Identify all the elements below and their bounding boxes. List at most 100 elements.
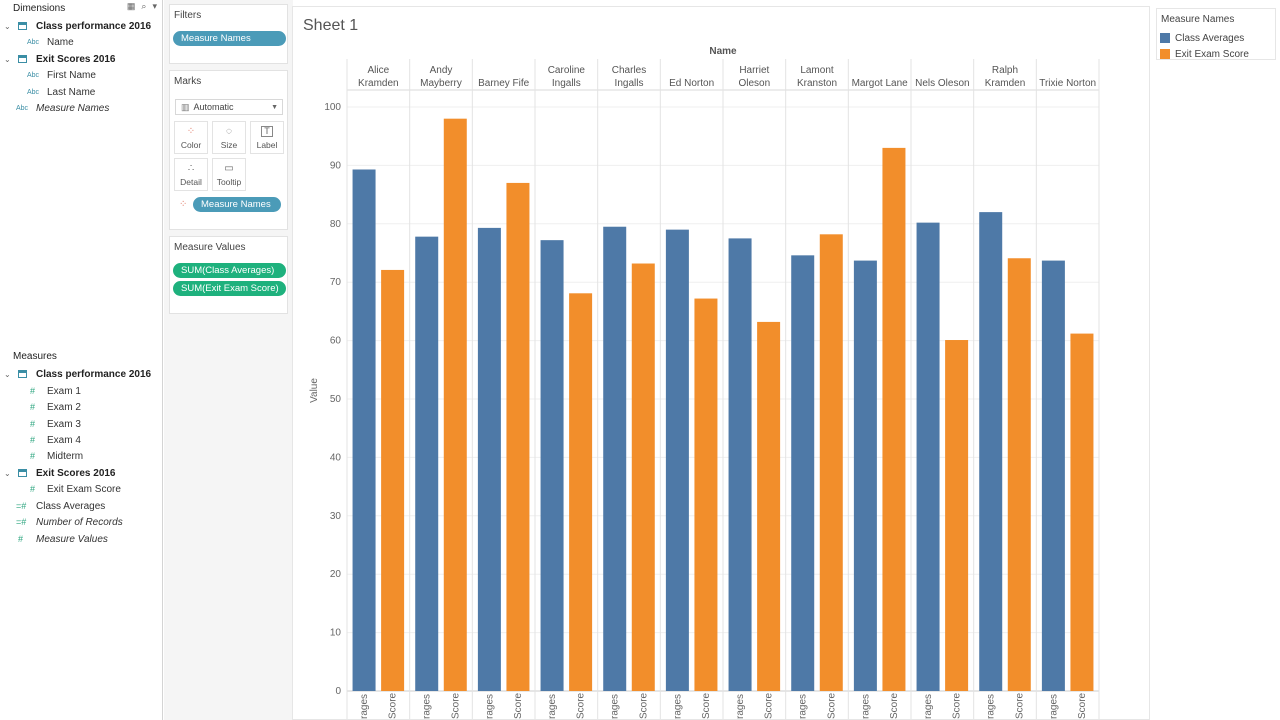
bar-exit-exam-score [506, 182, 530, 692]
dimensions-title: Dimensions [13, 2, 66, 14]
measure-field-exam-1[interactable]: # Exam 1 [30, 385, 81, 397]
dimension-datasource-class-performance[interactable]: ⌄ Class performance 2016 [4, 20, 152, 32]
legend-item-exit-exam-score[interactable]: Exit Exam Score [1160, 48, 1249, 60]
column-header-label: Ed Norton [669, 78, 714, 89]
y-axis-label: Value [309, 378, 320, 403]
marks-detail-button[interactable]: ∴ Detail [174, 158, 208, 191]
bar-class-averages [728, 238, 752, 691]
column-header-label: Oleson [738, 78, 770, 89]
color-pill-measure-names[interactable]: Measure Names [193, 197, 281, 212]
bar-exit-exam-score [819, 234, 843, 691]
filter-pill-measure-names[interactable]: Measure Names [173, 31, 286, 46]
measure-datasource-class-performance[interactable]: ⌄ Class performance 2016 [4, 368, 152, 380]
collapse-caret-icon[interactable]: ⌄ [4, 369, 11, 379]
bar-class-averages [540, 240, 564, 692]
datasource-icon [18, 469, 27, 477]
bar-class-averages [352, 169, 376, 691]
measure-field-exam-3[interactable]: # Exam 3 [30, 418, 81, 430]
column-header-label: Lamont [800, 65, 834, 76]
bar-axis-label: Score [638, 692, 649, 719]
dimension-field-measure-names[interactable]: Abc Measure Names [16, 102, 110, 114]
column-header-label: Margot Lane [852, 78, 909, 89]
datasource-icon [18, 22, 27, 30]
marks-title: Marks [174, 76, 202, 87]
measure-field-class-averages[interactable]: =# Class Averages [16, 500, 106, 512]
chevron-down-icon: ▼ [271, 103, 278, 111]
bar-class-averages [415, 236, 439, 691]
bar-axis-label: Score [388, 692, 399, 719]
column-header-label: Ingalls [552, 78, 581, 89]
bar-class-averages [853, 260, 877, 691]
bar-exit-exam-score [945, 340, 969, 691]
bar-axis-label: Score [952, 692, 963, 719]
y-tick-label: 20 [330, 569, 342, 580]
bar-axis-label: rages [610, 694, 621, 719]
column-header-label: Kranston [797, 78, 837, 89]
measure-datasource-exit-scores[interactable]: ⌄ Exit Scores 2016 [4, 467, 116, 479]
bar-axis-label: rages [860, 694, 871, 719]
pill-sum-exit-exam-score[interactable]: SUM(Exit Exam Score) [173, 281, 286, 296]
measure-field-exam-2[interactable]: # Exam 2 [30, 401, 81, 413]
string-abc-icon: Abc [16, 104, 29, 112]
y-tick-label: 0 [335, 686, 341, 697]
sheet-title: Sheet 1 [303, 17, 359, 34]
bar-axis-label: rages [422, 694, 433, 719]
number-hash-icon: # [30, 386, 36, 396]
column-header-label: Andy [430, 65, 453, 76]
measure-field-midterm[interactable]: # Midterm [30, 450, 84, 462]
legend-swatch [1160, 49, 1170, 59]
column-header-label: Ralph [992, 65, 1018, 76]
bar-class-averages [477, 227, 501, 691]
menu-dropdown-icon[interactable]: ▾ [152, 1, 157, 11]
collapse-caret-icon[interactable]: ⌄ [4, 468, 11, 478]
bar-class-averages [603, 226, 627, 691]
marks-tooltip-button[interactable]: ▭ Tooltip [212, 158, 246, 191]
marks-color-button[interactable]: ⁘ Color [174, 121, 208, 154]
color-legend: Measure Names Class Averages Exit Exam S… [1156, 8, 1276, 60]
measures-title: Measures [13, 350, 57, 362]
marks-size-button[interactable]: ◌ Size [212, 121, 246, 154]
dimension-field-name[interactable]: Abc Name [27, 36, 74, 48]
collapse-caret-icon[interactable]: ⌄ [4, 54, 11, 64]
bar-axis-label: rages [735, 694, 746, 719]
marks-label-button[interactable]: T Label [250, 121, 284, 154]
shelves-column: Filters Measure Names Marks ▥ Automatic … [164, 0, 293, 720]
pill-sum-class-averages[interactable]: SUM(Class Averages) [173, 263, 286, 278]
label-icon: T [261, 126, 273, 137]
bar-chart-icon: ▥ [181, 101, 190, 112]
search-icon[interactable]: ⌕ [141, 1, 147, 11]
y-tick-label: 90 [330, 160, 342, 171]
column-header-label: Ingalls [615, 78, 644, 89]
marks-card: Marks ▥ Automatic ▼ ⁘ Color ◌ Size T Lab… [169, 70, 288, 230]
dimension-field-first-name[interactable]: Abc First Name [27, 69, 96, 81]
column-header-label: Charles [612, 65, 646, 76]
y-tick-label: 70 [330, 277, 342, 288]
bar-exit-exam-score [694, 298, 718, 691]
collapse-caret-icon[interactable]: ⌄ [4, 21, 11, 31]
string-abc-icon: Abc [27, 71, 40, 79]
column-header-label: Caroline [548, 65, 586, 76]
grid-view-icon[interactable]: ▦ [126, 1, 136, 11]
bar-exit-exam-score [1070, 333, 1094, 691]
mark-type-dropdown[interactable]: ▥ Automatic ▼ [175, 99, 283, 115]
bar-axis-label: Score [889, 692, 900, 719]
measure-field-exit-exam-score[interactable]: # Exit Exam Score [30, 483, 121, 495]
y-tick-label: 30 [330, 511, 342, 522]
bar-exit-exam-score [882, 147, 906, 691]
size-icon: ◌ [226, 126, 232, 137]
measure-values-shelf[interactable]: Measure Values SUM(Class Averages) SUM(E… [169, 236, 288, 314]
bar-exit-exam-score [1007, 258, 1031, 691]
bar-axis-label: rages [1048, 694, 1059, 719]
measure-values-title: Measure Values [174, 242, 246, 253]
measure-field-number-of-records[interactable]: =# Number of Records [16, 516, 123, 528]
y-tick-label: 100 [324, 102, 341, 113]
measure-field-exam-4[interactable]: # Exam 4 [30, 434, 81, 446]
bar-axis-label: Score [826, 692, 837, 719]
string-abc-icon: Abc [27, 38, 40, 46]
dimension-field-last-name[interactable]: Abc Last Name [27, 86, 96, 98]
filters-shelf[interactable]: Filters Measure Names [169, 4, 288, 64]
measure-field-measure-values[interactable]: # Measure Values [18, 533, 108, 545]
legend-item-class-averages[interactable]: Class Averages [1160, 32, 1244, 44]
number-hash-icon: # [30, 451, 36, 461]
dimension-datasource-exit-scores[interactable]: ⌄ Exit Scores 2016 [4, 53, 116, 65]
